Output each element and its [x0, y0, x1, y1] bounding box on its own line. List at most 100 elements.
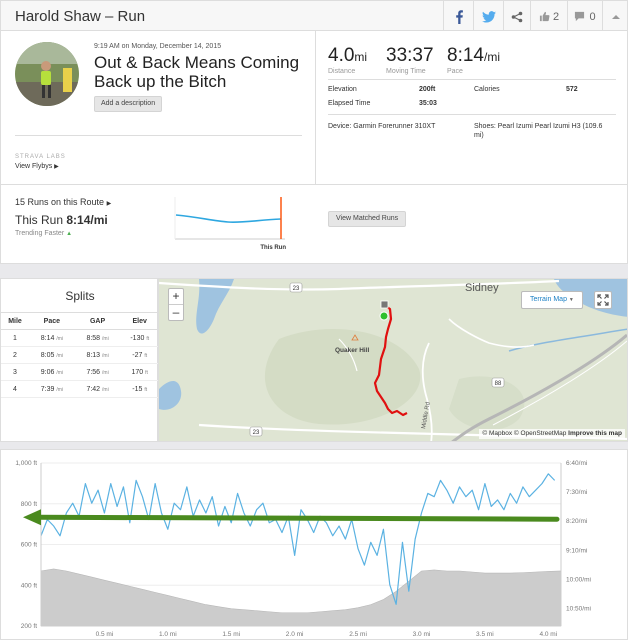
split-gap: 8:13 /mi [74, 346, 121, 364]
route-end-marker[interactable] [380, 300, 389, 309]
x-tick-label: 2.5 mi [349, 631, 367, 638]
kudos-count: 2 [552, 10, 560, 23]
view-flybys-label: View Flybys [15, 163, 53, 170]
sparkline-line [175, 214, 282, 223]
activity-summary-card: 9:19 AM on Monday, December 14, 2015 Out… [0, 31, 628, 264]
split-elev: -27 ft [120, 346, 159, 364]
fullscreen-button[interactable] [594, 291, 612, 309]
elevation-area [40, 568, 562, 627]
water-pond [159, 381, 182, 410]
zoom-out-button[interactable]: – [172, 305, 180, 319]
split-pace: 8:14 /mi [29, 329, 75, 347]
moving-time-value: 33:37 [386, 45, 434, 66]
pace-value: 8:14 [447, 45, 484, 66]
shoes-info: Shoes: Pearl Izumi Pearl Izumi H3 (109.6 [474, 123, 603, 130]
splits-col-mile: Mile [1, 312, 29, 330]
split-row[interactable]: 2 8:05 /mi 8:13 /mi -27 ft [1, 346, 159, 364]
map-town-label: Sidney [465, 282, 499, 294]
terrain-map-dropdown[interactable]: Terrain Map ▼ [521, 291, 583, 309]
twitter-share-button[interactable] [473, 1, 503, 32]
route-shield-23-label: 23 [253, 430, 260, 436]
x-tick-label: 2.0 mi [286, 631, 304, 638]
share-icon [511, 11, 523, 22]
split-row[interactable]: 1 8:14 /mi 8:58 /mi -130 ft [1, 329, 159, 347]
distance-unit: mi [354, 50, 368, 64]
zoom-controls: + – [168, 288, 184, 321]
collapse-button[interactable] [602, 1, 628, 32]
annotation-arrow-head [23, 509, 41, 526]
elevation-label: Elevation [328, 86, 357, 93]
view-matched-runs-button[interactable]: View Matched Runs [328, 211, 407, 227]
splits-title: Splits [65, 289, 95, 303]
elevation-pace-chart[interactable]: 1,000 ft 800 ft 600 ft 400 ft 200 ft 6:40/mi 7… [1, 450, 627, 639]
road [338, 338, 358, 372]
chevron-right-icon: ▶ [106, 201, 112, 207]
attribution-text[interactable]: © Mapbox © OpenStreetMap [482, 430, 567, 437]
split-row[interactable]: 3 9:06 /mi 7:56 /mi 170 ft [1, 363, 159, 381]
pace-label: Pace [447, 68, 463, 75]
highway-88 [492, 340, 627, 426]
split-pace: 7:39 /mi [29, 380, 75, 398]
labs-divider [15, 135, 302, 136]
section-divider [1, 184, 628, 185]
add-description-button[interactable]: Add a description [94, 96, 163, 112]
route-map[interactable]: 23 23 88 Sidney Quaker Hill Middle Rd + … [158, 278, 628, 442]
calories-value: 572 [566, 86, 578, 93]
route-shield [289, 282, 303, 293]
view-flybys-link[interactable]: View Flybys ▶ [15, 163, 59, 170]
peak-icon [351, 334, 359, 341]
map-hill-label: Quaker Hill [335, 347, 370, 354]
stats-divider-2 [328, 114, 616, 115]
avatar[interactable] [15, 42, 79, 106]
kudos-button[interactable]: 2 [530, 1, 567, 32]
water-reservoir [196, 279, 234, 334]
terrain-shade [449, 376, 525, 430]
road [159, 279, 560, 291]
share-button[interactable] [503, 1, 530, 32]
splits-col-gap: GAP [74, 312, 121, 330]
route-shield [249, 426, 263, 437]
split-elev: -130 ft [120, 329, 159, 347]
facebook-icon [455, 9, 463, 24]
improve-map-link[interactable]: Improve this map [568, 430, 622, 437]
stat-moving-time: 33:37 Moving Time [386, 45, 434, 75]
calories-label: Calories [474, 86, 500, 93]
y-right-tick-label: 9:10/mi [566, 547, 587, 554]
split-elev: 170 ft [120, 363, 159, 381]
facebook-share-button[interactable] [443, 1, 473, 32]
x-tick-label: 3.5 mi [476, 631, 494, 638]
elapsed-label: Elapsed Time [328, 100, 371, 107]
runs-on-route-link[interactable]: 15 Runs on this Route ▶ [15, 197, 111, 207]
chevron-right-icon: ▶ [54, 164, 59, 170]
splits-col-elev: Elev [120, 312, 159, 330]
y-right-tick-label: 10:00/mi [566, 576, 591, 583]
splits-panel: Splits Mile Pace GAP Elev 1 8:14 /mi 8:5… [0, 278, 159, 442]
y-left-tick-label: 600 ft [21, 542, 37, 549]
map-attribution: © Mapbox © OpenStreetMap Improve this ma… [479, 429, 625, 439]
route-start-marker[interactable] [379, 311, 389, 321]
trend-text: Trending Faster [15, 230, 65, 237]
road [448, 318, 535, 348]
split-mile: 1 [1, 329, 29, 347]
comment-icon [575, 11, 585, 22]
page-title: Harold Shaw – Run [15, 8, 146, 25]
comments-button[interactable]: 0 [567, 1, 602, 32]
route-shield-88-label: 88 [495, 381, 502, 387]
terrain-shade [264, 329, 421, 425]
zoom-in-button[interactable]: + [169, 289, 183, 305]
splits-col-pace: Pace [29, 312, 75, 330]
trend-label: Trending Faster ▲ [15, 230, 72, 237]
split-row[interactable]: 4 7:39 /mi 7:42 /mi -15 ft [1, 380, 159, 398]
y-left-tick-label: 200 ft [21, 623, 37, 630]
this-run-label: This Run [15, 213, 64, 227]
thumbs-up-icon [539, 11, 550, 22]
split-mile: 3 [1, 363, 29, 381]
stat-distance: 4.0mi Distance [328, 45, 367, 75]
activity-name-line2: Back up the Bitch [94, 72, 227, 91]
split-elev: -15 ft [120, 380, 159, 398]
route-path [373, 304, 408, 417]
strava-labs-label: STRAVA LABS [15, 154, 66, 160]
elapsed-value: 35:03 [419, 100, 437, 107]
trend-up-icon: ▲ [66, 231, 73, 237]
split-gap: 7:56 /mi [74, 363, 121, 381]
